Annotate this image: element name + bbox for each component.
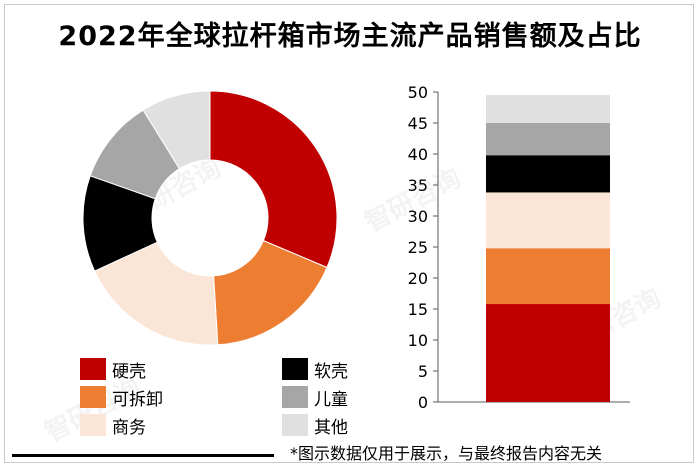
chart-title: 2022年全球拉杆箱市场主流产品销售额及占比	[58, 21, 642, 52]
legend-item: 软壳	[282, 357, 348, 382]
y-tick-label: 5	[418, 362, 428, 381]
legend-item: 儿童	[282, 385, 348, 410]
y-tick-label: 10	[408, 331, 428, 350]
donut-slice	[142, 90, 211, 170]
y-tick-label: 30	[408, 207, 428, 226]
legend: 硬壳 软壳 可拆卸 儿童 商务 其他	[80, 355, 380, 445]
footnote: *图示数据仅用于展示，与最终报告内容无关	[290, 444, 603, 463]
donut-slice	[93, 241, 219, 346]
legend-label: 商务	[112, 417, 146, 438]
legend-label: 儿童	[314, 389, 348, 410]
y-tick-label: 40	[408, 145, 428, 164]
legend-swatch	[282, 414, 308, 436]
legend-swatch	[80, 414, 106, 436]
y-tick-label: 20	[408, 269, 428, 288]
y-tick-label: 35	[408, 176, 428, 195]
legend-item: 可拆卸	[80, 385, 163, 410]
y-tick-label: 45	[408, 114, 428, 133]
legend-swatch	[80, 386, 106, 408]
bar-segment	[486, 123, 610, 156]
bar-segment	[486, 95, 610, 123]
donut-slice	[209, 90, 338, 269]
bar-segment	[486, 248, 610, 305]
legend-swatch	[80, 358, 106, 380]
legend-label: 软壳	[314, 361, 348, 382]
legend-swatch	[282, 386, 308, 408]
stacked-bar-chart: 0 5 10 15 20 25 30 35 40 45 50	[408, 83, 630, 412]
legend-item: 商务	[80, 413, 146, 438]
donut-chart	[82, 90, 338, 346]
legend-label: 可拆卸	[112, 389, 163, 410]
legend-swatch	[282, 358, 308, 380]
bar-segment	[486, 192, 610, 249]
legend-item: 其他	[282, 413, 348, 438]
y-tick-label: 50	[408, 83, 428, 102]
bar-segment	[486, 155, 610, 193]
y-tick-label: 25	[408, 238, 428, 257]
legend-label: 硬壳	[112, 361, 146, 382]
legend-label: 其他	[314, 417, 348, 438]
y-tick-label: 15	[408, 300, 428, 319]
bottom-rule	[12, 454, 274, 457]
legend-item: 硬壳	[80, 357, 146, 382]
bar-segment	[486, 304, 610, 402]
y-tick-label: 0	[418, 393, 428, 412]
